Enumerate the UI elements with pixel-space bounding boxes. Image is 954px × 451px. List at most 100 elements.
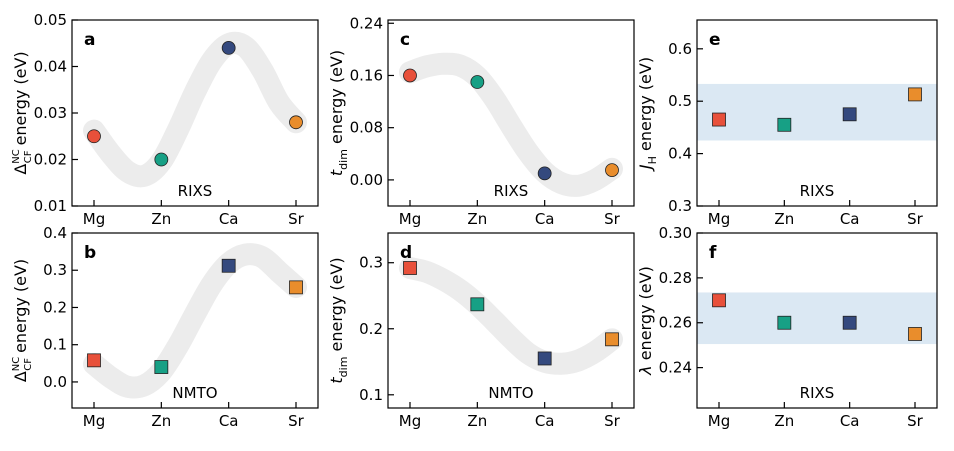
axes-frame — [696, 19, 938, 207]
y-tick-label: 0.01 — [34, 197, 67, 215]
x-tick-label: Zn — [774, 210, 794, 228]
data-point-ca — [221, 41, 236, 55]
y-tick-label: 0.4 — [43, 224, 67, 242]
data-point-mg — [403, 261, 417, 275]
data-point-mg — [87, 353, 101, 368]
x-tick-label: Zn — [467, 210, 487, 228]
data-point-zn — [154, 360, 169, 374]
data-point-mg — [712, 112, 726, 127]
data-point-ca — [537, 166, 552, 181]
panel-d: 0.1 0.2 0.3 Mg Zn Ca Sr d NMTO tdim energy (eV) — [327, 232, 635, 430]
y-tick-label: 0.3 — [359, 254, 383, 272]
uncertainty-band — [697, 83, 937, 141]
panel-letter: e — [709, 30, 721, 50]
axes-frame — [387, 19, 635, 207]
x-tick-label: Sr — [604, 412, 621, 430]
y-axis-label: ΔNCCF energy (eV) — [11, 259, 34, 382]
panel-letter: c — [400, 30, 410, 50]
x-tick-label: Mg — [83, 210, 105, 228]
data-point-sr — [289, 115, 303, 130]
y-tick-label: 0.28 — [659, 269, 692, 287]
method-label: RIXS — [178, 182, 213, 200]
x-tick-label: Ca — [535, 210, 555, 228]
y-tick-label: 0.03 — [34, 104, 67, 122]
y-tick-label: 0.02 — [34, 151, 67, 169]
panel-c: 0.00 0.08 0.16 0.24 Mg Zn Ca Sr c RIXS tdim energy… — [327, 14, 635, 228]
x-tick-label: Mg — [83, 412, 105, 430]
x-tick-label: Sr — [604, 210, 621, 228]
panel-e: 0.3 0.4 0.5 0.6 Mg Zn Ca Sr e RIXS JH energy (eV) — [636, 19, 938, 228]
method-label: RIXS — [800, 182, 835, 200]
x-tick-label: Zn — [774, 412, 794, 430]
data-point-mg — [87, 129, 101, 144]
data-point-ca — [221, 258, 236, 273]
x-tick-label: Mg — [399, 412, 421, 430]
y-axis-label: λ energy (eV) — [636, 266, 655, 376]
data-point-ca — [537, 351, 552, 366]
method-label: NMTO — [488, 384, 533, 402]
panel-b: 0.0 0.1 0.2 0.3 0.4 Mg Zn Ca Sr b NMTO ΔNCCF energy… — [11, 224, 319, 430]
data-point-sr — [605, 332, 619, 347]
y-tick-label: 0.04 — [34, 58, 67, 76]
x-tick-label: Mg — [399, 210, 421, 228]
x-tick-label: Ca — [535, 412, 555, 430]
method-label: RIXS — [494, 182, 529, 200]
data-point-sr — [908, 87, 922, 102]
y-axis-label: JH energy (eV) — [636, 57, 659, 172]
y-axis-label: tdim energy (eV) — [327, 257, 350, 383]
y-tick-label: 0.4 — [668, 145, 692, 163]
data-point-ca — [842, 315, 857, 330]
data-point-mg — [403, 68, 417, 83]
axes-frame — [71, 232, 319, 409]
data-point-zn — [777, 117, 792, 132]
panel-letter: a — [84, 30, 95, 50]
x-tick-label: Zn — [151, 412, 171, 430]
x-tick-label: Mg — [708, 210, 730, 228]
x-tick-label: Sr — [907, 412, 924, 430]
x-tick-label: Ca — [219, 210, 239, 228]
y-tick-label: 0.26 — [659, 314, 692, 332]
x-tick-label: Zn — [467, 412, 487, 430]
data-point-mg — [712, 293, 726, 308]
data-point-zn — [154, 152, 169, 167]
y-tick-label: 0.08 — [350, 119, 383, 137]
y-tick-label: 0.3 — [43, 261, 67, 279]
y-tick-label: 0.2 — [359, 320, 383, 338]
panel-letter: b — [84, 243, 96, 263]
y-tick-label: 0.1 — [359, 386, 383, 404]
x-tick-label: Zn — [151, 210, 171, 228]
y-tick-label: 0.3 — [668, 197, 692, 215]
x-tick-label: Sr — [288, 210, 305, 228]
y-tick-label: 0.05 — [34, 11, 67, 29]
y-tick-label: 0.1 — [43, 336, 67, 354]
panel-a: 0.01 0.02 0.03 0.04 0.05 Mg Zn Ca Sr a RIXS ΔNCCF e… — [11, 11, 319, 228]
axes-frame — [696, 232, 938, 409]
y-tick-label: 0.00 — [350, 171, 383, 189]
data-point-zn — [470, 297, 485, 312]
method-label: NMTO — [172, 384, 217, 402]
trend-curve — [83, 243, 307, 399]
data-point-sr — [908, 327, 922, 341]
y-tick-label: 0.24 — [350, 14, 383, 32]
panel-letter: f — [709, 243, 717, 263]
y-tick-label: 0.16 — [350, 66, 383, 84]
x-tick-label: Sr — [907, 210, 924, 228]
panel-f: 0.24 0.26 0.28 0.30 Mg Zn Ca Sr f RIXS λ energy (e… — [636, 224, 938, 430]
y-tick-label: 0.5 — [668, 92, 692, 110]
y-axis-label: ΔNCCF energy (eV) — [11, 51, 34, 174]
data-point-ca — [842, 107, 857, 122]
data-point-zn — [470, 75, 485, 89]
y-tick-label: 0.6 — [668, 40, 692, 58]
trend-curve — [399, 52, 623, 197]
trend-curve — [399, 257, 623, 375]
data-point-sr — [289, 280, 303, 295]
axes-frame — [387, 232, 635, 409]
trend-curve — [83, 31, 307, 188]
y-tick-label: 0.2 — [43, 298, 67, 316]
y-tick-label: 0.30 — [659, 224, 692, 242]
panel-letter: d — [400, 243, 412, 263]
uncertainty-band — [697, 292, 937, 345]
method-label: RIXS — [800, 384, 835, 402]
y-axis-label: tdim energy (eV) — [327, 50, 350, 176]
